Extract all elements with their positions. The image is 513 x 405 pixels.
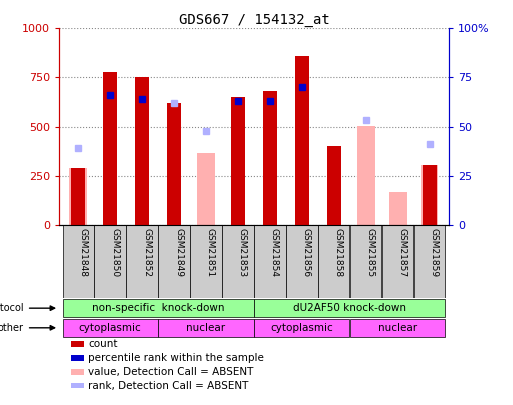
Bar: [63, 225, 94, 298]
Bar: [357, 126, 374, 225]
Bar: [94, 225, 126, 298]
Title: GDS667 / 154132_at: GDS667 / 154132_at: [179, 13, 329, 27]
Bar: [423, 165, 437, 225]
Text: GSM21857: GSM21857: [398, 228, 407, 277]
Bar: [254, 319, 349, 337]
Bar: [103, 72, 117, 225]
Text: cytoplasmic: cytoplasmic: [79, 323, 142, 333]
Text: percentile rank within the sample: percentile rank within the sample: [88, 353, 264, 363]
Text: cytoplasmic: cytoplasmic: [270, 323, 333, 333]
Text: GSM21855: GSM21855: [366, 228, 375, 277]
Text: nuclear: nuclear: [186, 323, 226, 333]
Bar: [71, 168, 85, 225]
Text: count: count: [88, 339, 118, 349]
Bar: [414, 225, 445, 298]
Text: GSM21854: GSM21854: [270, 228, 279, 277]
Bar: [350, 225, 382, 298]
Text: GSM21852: GSM21852: [142, 228, 151, 277]
Bar: [159, 225, 190, 298]
Bar: [197, 153, 215, 225]
Bar: [71, 355, 84, 361]
Text: GSM21850: GSM21850: [110, 228, 119, 277]
Bar: [190, 225, 222, 298]
Text: GSM21849: GSM21849: [174, 228, 183, 277]
Bar: [389, 192, 406, 225]
Bar: [71, 369, 84, 375]
Bar: [71, 383, 84, 388]
Bar: [254, 299, 445, 317]
Text: GSM21859: GSM21859: [430, 228, 439, 277]
Bar: [167, 103, 181, 225]
Bar: [222, 225, 253, 298]
Bar: [421, 165, 439, 225]
Bar: [294, 56, 309, 225]
Bar: [159, 319, 253, 337]
Bar: [71, 341, 84, 347]
Bar: [350, 319, 445, 337]
Text: GSM21858: GSM21858: [334, 228, 343, 277]
Bar: [263, 91, 277, 225]
Text: value, Detection Call = ABSENT: value, Detection Call = ABSENT: [88, 367, 253, 377]
Text: GSM21853: GSM21853: [238, 228, 247, 277]
Text: dU2AF50 knock-down: dU2AF50 knock-down: [293, 303, 406, 313]
Bar: [286, 225, 318, 298]
Bar: [63, 319, 157, 337]
Bar: [69, 168, 87, 225]
Text: protocol: protocol: [0, 303, 55, 313]
Bar: [382, 225, 413, 298]
Bar: [318, 225, 349, 298]
Bar: [63, 299, 253, 317]
Text: GSM21856: GSM21856: [302, 228, 311, 277]
Text: non-specific  knock-down: non-specific knock-down: [92, 303, 224, 313]
Text: nuclear: nuclear: [378, 323, 417, 333]
Text: rank, Detection Call = ABSENT: rank, Detection Call = ABSENT: [88, 381, 249, 391]
Text: GSM21851: GSM21851: [206, 228, 215, 277]
Bar: [254, 225, 286, 298]
Bar: [231, 97, 245, 225]
Text: other: other: [0, 323, 55, 333]
Bar: [126, 225, 157, 298]
Bar: [327, 146, 341, 225]
Bar: [135, 77, 149, 225]
Text: GSM21848: GSM21848: [78, 228, 87, 277]
